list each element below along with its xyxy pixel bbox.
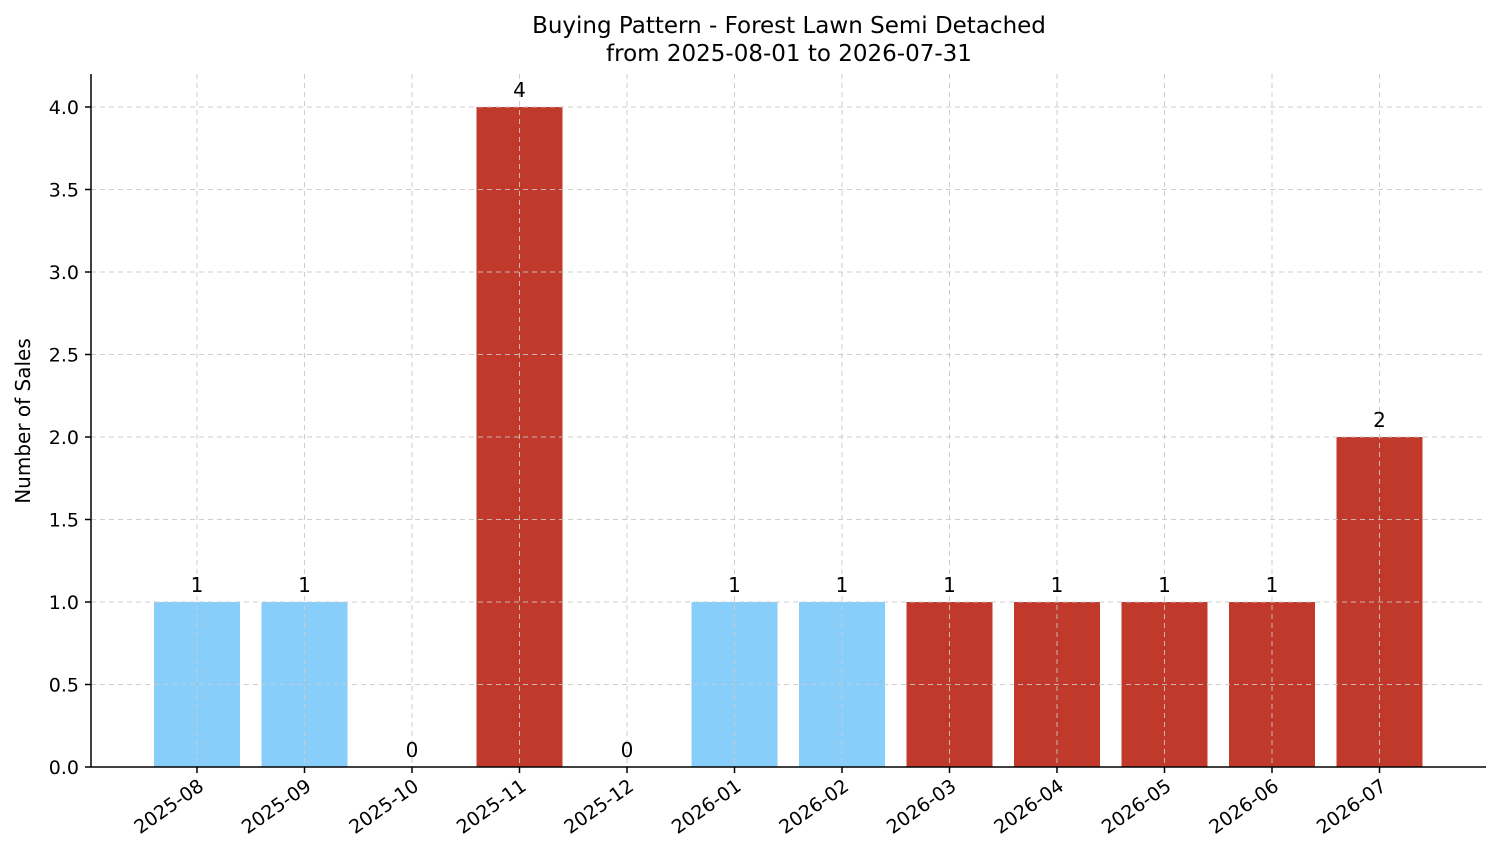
- y-tick-label: 0.5: [49, 675, 79, 697]
- y-tick-label: 1.0: [49, 592, 79, 614]
- bar-value-label: 1: [728, 573, 741, 597]
- x-tick-label: 2026-07: [1313, 775, 1391, 839]
- bar-value-label: 1: [1266, 573, 1279, 597]
- bar-value-label: 1: [191, 573, 204, 597]
- y-tick-label: 3.0: [49, 262, 79, 284]
- y-tick-label: 2.5: [49, 345, 79, 367]
- bar-value-label: 1: [1158, 573, 1171, 597]
- bar-value-label: 4: [513, 78, 526, 102]
- y-tick-label: 1.5: [49, 510, 79, 532]
- bar-value-label: 1: [1051, 573, 1064, 597]
- y-axis-label: Number of Sales: [11, 338, 35, 504]
- y-tick-label: 0.0: [49, 757, 79, 779]
- x-tick-label: 2026-05: [1098, 775, 1176, 839]
- chart-title: Buying Pattern - Forest Lawn Semi Detach…: [532, 13, 1046, 39]
- bar-value-label: 1: [298, 573, 311, 597]
- x-tick-label: 2025-08: [130, 775, 208, 839]
- x-tick-label: 2025-11: [453, 775, 531, 839]
- x-tick-label: 2026-02: [775, 775, 853, 839]
- bar-value-label: 0: [406, 738, 419, 762]
- x-tick-label: 2025-10: [345, 775, 423, 839]
- x-tick-label: 2026-04: [990, 775, 1068, 839]
- y-tick-label: 4.0: [49, 97, 79, 119]
- bar-value-label: 2: [1373, 408, 1386, 432]
- x-tick-label: 2025-12: [560, 775, 638, 839]
- bar-value-label: 0: [621, 738, 634, 762]
- bar: [154, 602, 240, 767]
- y-tick-label: 2.0: [49, 427, 79, 449]
- x-tick-label: 2025-09: [238, 775, 316, 839]
- x-tick-label: 2026-06: [1205, 775, 1283, 839]
- chart-subtitle: from 2025-08-01 to 2026-07-31: [606, 41, 972, 67]
- x-tick-label: 2026-03: [883, 775, 961, 839]
- y-tick-label: 3.5: [49, 180, 79, 202]
- bar-value-label: 1: [836, 573, 849, 597]
- axes-layer: [85, 74, 1486, 773]
- x-tick-label: 2026-01: [668, 775, 746, 839]
- bar-value-label: 1: [943, 573, 956, 597]
